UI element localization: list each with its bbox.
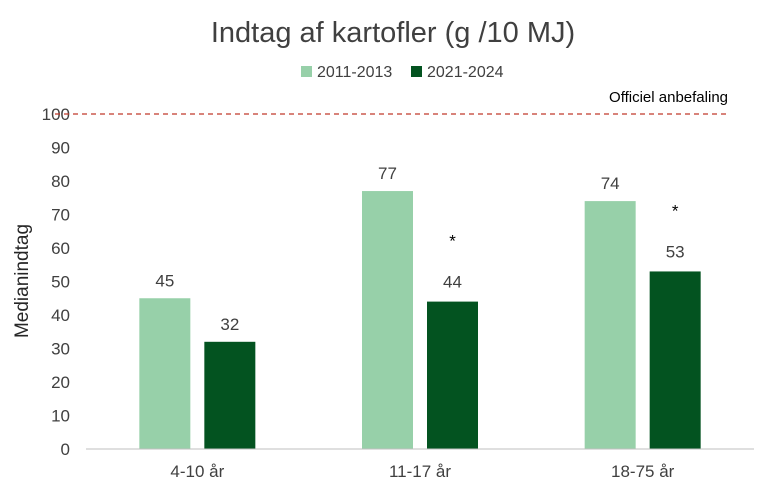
bars: 45 32 77 44 * 74 53 *: [139, 164, 701, 450]
y-tick-label: 40: [51, 306, 70, 325]
bar-2-3: [649, 271, 701, 449]
legend: 2011-2013 2021-2024: [301, 64, 504, 81]
x-tick-label: 11-17 år: [389, 462, 451, 481]
reference-line-group: Officiel anbefaling: [55, 89, 730, 115]
y-tick-label: 50: [51, 273, 70, 292]
x-tick-label: 4-10 år: [170, 462, 224, 481]
data-label-2-1: 32: [220, 315, 239, 334]
significance-marker: *: [449, 232, 456, 251]
chart-title: Indtag af kartofler (g /10 MJ): [211, 17, 575, 49]
x-tick-label: 18-75 år: [611, 462, 675, 481]
y-tick-label: 30: [51, 340, 70, 359]
legend-swatch-2: [411, 66, 422, 77]
y-tick-label: 20: [51, 373, 70, 392]
legend-swatch-1: [301, 66, 312, 77]
legend-label-1: 2011-2013: [317, 64, 392, 81]
data-label-2-2: 44: [443, 273, 462, 292]
significance-marker: *: [672, 201, 679, 220]
legend-label-2: 2021-2024: [427, 64, 504, 81]
data-label-1-1: 45: [155, 271, 174, 290]
y-tick-label: 90: [51, 139, 70, 158]
y-tick-label: 0: [61, 440, 70, 459]
y-tick-label: 80: [51, 172, 70, 191]
data-label-1-2: 77: [378, 164, 397, 183]
bar-2-1: [204, 341, 256, 449]
x-axis: 4-10 år 11-17 år 18-75 år: [86, 448, 754, 481]
bar-1-2: [362, 191, 413, 450]
data-label-2-3: 53: [666, 242, 685, 261]
y-tick-label: 10: [51, 407, 70, 426]
reference-line-label: Officiel anbefaling: [609, 89, 728, 106]
y-tick-label: 70: [51, 206, 70, 225]
y-axis-label: Medianindtag: [12, 224, 33, 338]
bar-1-3: [584, 201, 636, 449]
bar-1-1: [139, 298, 191, 449]
y-tick-label: 60: [51, 239, 70, 258]
data-label-1-3: 74: [601, 174, 620, 193]
bar-2-2: [427, 301, 478, 449]
